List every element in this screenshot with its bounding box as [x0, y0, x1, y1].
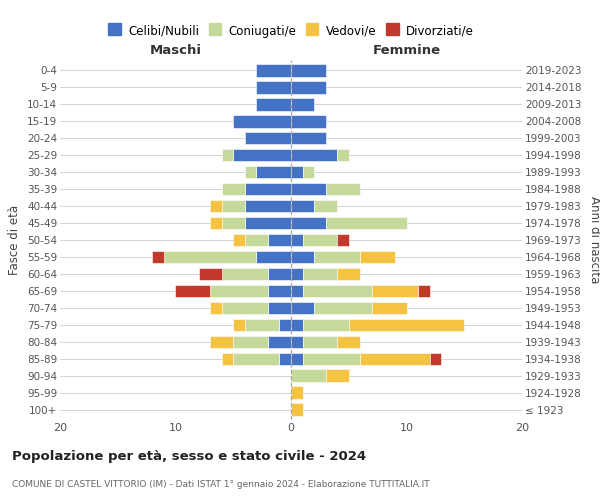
Bar: [314, 200, 337, 212]
Bar: [291, 98, 314, 110]
Bar: [291, 166, 302, 178]
Bar: [210, 200, 222, 212]
Bar: [291, 234, 302, 246]
Bar: [256, 98, 291, 110]
Bar: [418, 284, 430, 298]
Bar: [245, 216, 291, 230]
Bar: [291, 404, 302, 416]
Bar: [256, 166, 291, 178]
Bar: [372, 302, 407, 314]
Bar: [291, 336, 302, 348]
Bar: [268, 234, 291, 246]
Bar: [210, 284, 268, 298]
Bar: [222, 268, 268, 280]
Bar: [233, 148, 291, 162]
Bar: [152, 250, 164, 264]
Bar: [245, 132, 291, 144]
Legend: Celibi/Nubili, Coniugati/e, Vedovi/e, Divorziati/e: Celibi/Nubili, Coniugati/e, Vedovi/e, Di…: [108, 24, 474, 38]
Bar: [291, 318, 302, 332]
Text: Popolazione per età, sesso e stato civile - 2024: Popolazione per età, sesso e stato civil…: [12, 450, 366, 463]
Bar: [291, 64, 326, 76]
Bar: [245, 166, 256, 178]
Bar: [314, 250, 360, 264]
Text: Femmine: Femmine: [373, 44, 440, 57]
Bar: [233, 352, 280, 365]
Bar: [302, 234, 337, 246]
Bar: [210, 216, 222, 230]
Bar: [222, 302, 268, 314]
Bar: [291, 250, 314, 264]
Bar: [222, 352, 233, 365]
Bar: [222, 200, 245, 212]
Text: Maschi: Maschi: [149, 44, 202, 57]
Bar: [372, 284, 418, 298]
Bar: [175, 284, 210, 298]
Bar: [291, 115, 326, 128]
Bar: [199, 268, 222, 280]
Bar: [245, 200, 291, 212]
Bar: [337, 234, 349, 246]
Bar: [349, 318, 464, 332]
Bar: [302, 284, 372, 298]
Bar: [233, 115, 291, 128]
Bar: [256, 250, 291, 264]
Bar: [280, 318, 291, 332]
Bar: [291, 200, 314, 212]
Bar: [210, 302, 222, 314]
Bar: [222, 148, 233, 162]
Bar: [222, 182, 245, 196]
Bar: [256, 64, 291, 76]
Bar: [291, 148, 337, 162]
Bar: [302, 318, 349, 332]
Bar: [326, 370, 349, 382]
Bar: [337, 336, 360, 348]
Bar: [291, 182, 326, 196]
Bar: [291, 302, 314, 314]
Bar: [302, 166, 314, 178]
Bar: [268, 336, 291, 348]
Bar: [314, 302, 372, 314]
Bar: [360, 250, 395, 264]
Bar: [337, 148, 349, 162]
Bar: [430, 352, 441, 365]
Bar: [280, 352, 291, 365]
Bar: [256, 81, 291, 94]
Bar: [337, 268, 360, 280]
Bar: [291, 370, 326, 382]
Bar: [245, 234, 268, 246]
Bar: [291, 268, 302, 280]
Bar: [233, 336, 268, 348]
Bar: [326, 182, 360, 196]
Bar: [291, 386, 302, 399]
Bar: [268, 302, 291, 314]
Bar: [302, 352, 360, 365]
Bar: [233, 234, 245, 246]
Bar: [360, 352, 430, 365]
Bar: [302, 336, 337, 348]
Text: COMUNE DI CASTEL VITTORIO (IM) - Dati ISTAT 1° gennaio 2024 - Elaborazione TUTTI: COMUNE DI CASTEL VITTORIO (IM) - Dati IS…: [12, 480, 430, 489]
Y-axis label: Fasce di età: Fasce di età: [8, 205, 22, 275]
Bar: [302, 268, 337, 280]
Bar: [268, 284, 291, 298]
Bar: [233, 318, 245, 332]
Bar: [291, 284, 302, 298]
Bar: [210, 336, 233, 348]
Bar: [268, 268, 291, 280]
Bar: [245, 318, 280, 332]
Bar: [291, 81, 326, 94]
Bar: [222, 216, 245, 230]
Bar: [326, 216, 407, 230]
Bar: [245, 182, 291, 196]
Y-axis label: Anni di nascita: Anni di nascita: [588, 196, 600, 284]
Bar: [291, 132, 326, 144]
Bar: [291, 352, 302, 365]
Bar: [291, 216, 326, 230]
Bar: [164, 250, 256, 264]
